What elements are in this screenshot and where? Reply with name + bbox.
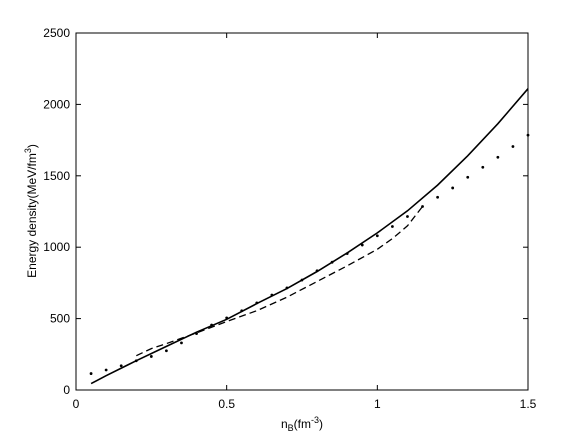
y-tick-label: 0 xyxy=(63,383,70,397)
x-tick-label: 1.5 xyxy=(520,397,537,411)
dotted-series-point xyxy=(119,364,123,368)
dotted-series-point xyxy=(360,243,364,247)
dotted-series-point xyxy=(481,165,485,169)
dotted-series-point xyxy=(421,205,424,208)
dotted-series-point xyxy=(406,215,409,218)
dotted-series-point xyxy=(240,309,244,313)
dotted-series-point xyxy=(375,234,379,238)
dotted-series-point xyxy=(285,286,289,290)
dotted-series-point xyxy=(180,341,183,345)
x-axis-label: nB(fm-3) xyxy=(281,415,323,433)
y-axis-label: Energy density(MeV/fm3) xyxy=(23,144,39,278)
y-tick-label: 2500 xyxy=(43,26,70,40)
dotted-series-point xyxy=(89,372,93,375)
dotted-series-point xyxy=(496,155,500,159)
dotted-series-point xyxy=(330,260,334,264)
dashed-series-line xyxy=(136,206,424,357)
dotted-series-point xyxy=(149,355,153,358)
dotted-series-point xyxy=(104,368,108,372)
dotted-series-point xyxy=(270,293,274,297)
series-group xyxy=(89,88,530,385)
dotted-series-point xyxy=(255,301,259,305)
dotted-series-point xyxy=(391,225,394,228)
x-tick-label: 0.5 xyxy=(218,397,235,411)
x-tick-label: 0 xyxy=(73,397,80,411)
dotted-series-point xyxy=(210,323,214,327)
dotted-series-point xyxy=(466,175,470,179)
y-tick-label: 500 xyxy=(50,312,70,326)
dotted-series-point xyxy=(134,359,138,363)
dotted-series-point xyxy=(300,278,304,282)
axis-ticks: 0 0.5 1 1.5 0 500 1000 1500 2000 2500 xyxy=(43,26,536,411)
plot-frame xyxy=(75,32,529,391)
solid-series-line xyxy=(90,88,529,385)
y-tick-label: 1000 xyxy=(43,240,70,254)
dotted-series-point xyxy=(345,252,349,256)
dotted-series-point xyxy=(451,186,455,190)
y-tick-label: 2000 xyxy=(43,97,70,111)
dotted-series-point xyxy=(436,195,439,199)
y-tick-label: 1500 xyxy=(43,169,70,183)
x-tick-label: 1 xyxy=(374,397,381,411)
dotted-series-point xyxy=(165,349,168,353)
dotted-series-point xyxy=(225,316,229,320)
dotted-series-point xyxy=(315,269,319,273)
dotted-series-point xyxy=(511,145,515,148)
dotted-series-point xyxy=(526,133,530,137)
dotted-series-point xyxy=(195,332,198,335)
